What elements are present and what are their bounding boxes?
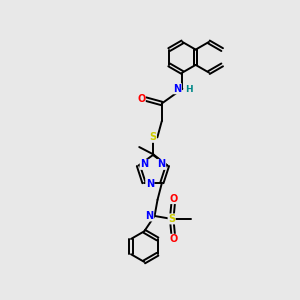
Text: N: N [146, 211, 154, 221]
Text: S: S [149, 132, 157, 142]
Text: N: N [158, 159, 166, 170]
Text: O: O [169, 194, 177, 204]
Text: S: S [168, 214, 175, 224]
Text: N: N [146, 179, 154, 189]
Text: N: N [173, 84, 181, 94]
Text: N: N [140, 159, 148, 170]
Text: O: O [137, 94, 145, 104]
Text: O: O [169, 234, 177, 244]
Text: H: H [185, 85, 193, 94]
